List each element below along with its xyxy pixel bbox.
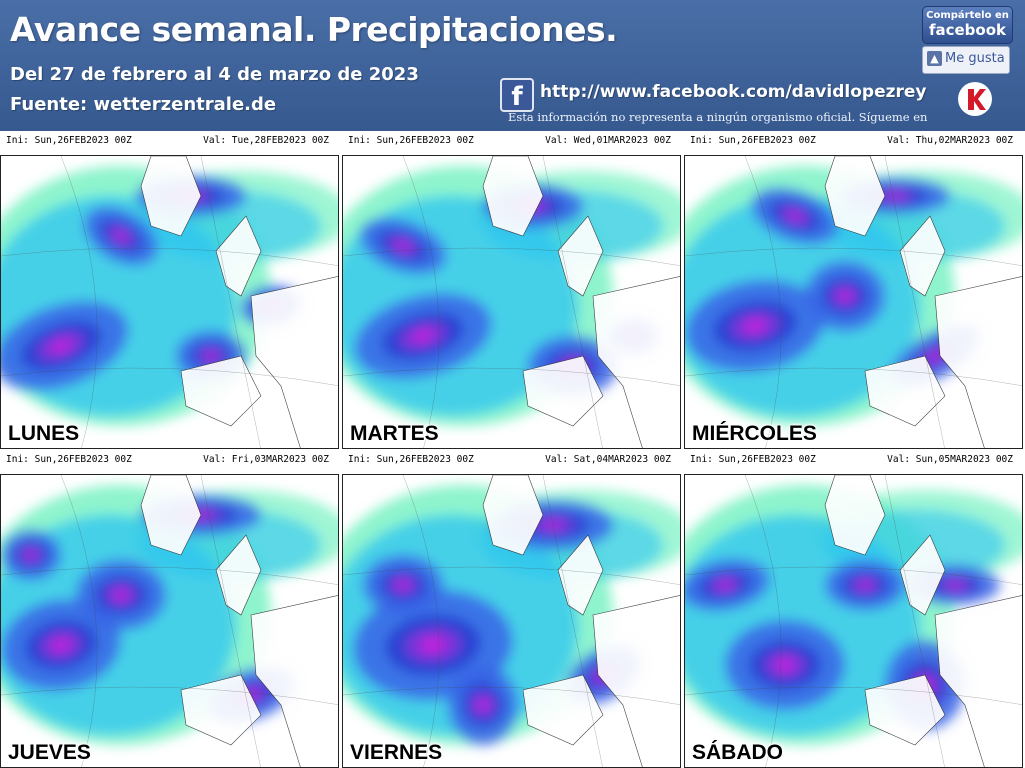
forecast-panel-sabado: Ini: Sun,26FEB2023 00Z Val: Sun,05MAR202… <box>684 450 1025 768</box>
init-time: Ini: Sun,26FEB2023 00Z <box>6 454 132 465</box>
share-facebook-button[interactable]: Compártelo en facebook <box>922 6 1013 44</box>
thumbs-up-icon: ▲ <box>927 51 942 66</box>
precipitation-map: SÁBADO <box>684 474 1023 768</box>
page-title: Avance semanal. Precipitaciones. <box>10 10 618 49</box>
valid-time: Val: Wed,01MAR2023 00Z <box>545 135 671 146</box>
day-label: LUNES <box>8 422 80 445</box>
precipitation-map: LUNES <box>0 155 339 449</box>
author-logo-icon[interactable] <box>958 82 992 116</box>
forecast-panel-lunes: Ini: Sun,26FEB2023 00Z Val: Tue,28FEB202… <box>0 131 341 449</box>
facebook-link[interactable]: http://www.facebook.com/davidlopezrey <box>540 82 927 102</box>
like-label: Me gusta <box>945 51 1005 66</box>
valid-time: Val: Sat,04MAR2023 00Z <box>545 454 671 465</box>
day-label: MIÉRCOLES <box>692 422 817 445</box>
source-text: Fuente: wetterzentrale.de <box>10 94 277 115</box>
init-time: Ini: Sun,26FEB2023 00Z <box>6 135 132 146</box>
precipitation-map: MIÉRCOLES <box>684 155 1023 449</box>
panel-header: Ini: Sun,26FEB2023 00Z Val: Wed,01MAR202… <box>342 131 683 153</box>
precipitation-map: VIERNES <box>342 474 681 768</box>
precipitation-map: MARTES <box>342 155 681 449</box>
panel-header: Ini: Sun,26FEB2023 00Z Val: Fri,03MAR202… <box>0 450 341 472</box>
share-label: Compártelo en <box>926 10 1009 21</box>
date-range: Del 27 de febrero al 4 de marzo de 2023 <box>10 64 419 85</box>
day-label: JUEVES <box>8 741 91 764</box>
panel-header: Ini: Sun,26FEB2023 00Z Val: Tue,28FEB202… <box>0 131 341 153</box>
init-time: Ini: Sun,26FEB2023 00Z <box>690 454 816 465</box>
init-time: Ini: Sun,26FEB2023 00Z <box>348 454 474 465</box>
facebook-wordmark: facebook <box>928 21 1007 39</box>
day-label: VIERNES <box>350 741 443 764</box>
valid-time: Val: Sun,05MAR2023 00Z <box>887 454 1013 465</box>
disclaimer-text: Esta información no representa a ningún … <box>508 110 928 124</box>
valid-time: Val: Fri,03MAR2023 00Z <box>203 454 329 465</box>
forecast-panel-jueves: Ini: Sun,26FEB2023 00Z Val: Fri,03MAR202… <box>0 450 341 768</box>
valid-time: Val: Thu,02MAR2023 00Z <box>887 135 1013 146</box>
init-time: Ini: Sun,26FEB2023 00Z <box>348 135 474 146</box>
facebook-icon[interactable]: f <box>500 78 534 112</box>
forecast-panel-miercoles: Ini: Sun,26FEB2023 00Z Val: Thu,02MAR202… <box>684 131 1025 449</box>
forecast-panel-martes: Ini: Sun,26FEB2023 00Z Val: Wed,01MAR202… <box>342 131 683 449</box>
forecast-panel-viernes: Ini: Sun,26FEB2023 00Z Val: Sat,04MAR202… <box>342 450 683 768</box>
header-banner: Avance semanal. Precipitaciones. Del 27 … <box>0 0 1025 131</box>
like-button[interactable]: ▲ Me gusta <box>922 46 1010 74</box>
panel-header: Ini: Sun,26FEB2023 00Z Val: Sun,05MAR202… <box>684 450 1025 472</box>
panel-header: Ini: Sun,26FEB2023 00Z Val: Thu,02MAR202… <box>684 131 1025 153</box>
panel-header: Ini: Sun,26FEB2023 00Z Val: Sat,04MAR202… <box>342 450 683 472</box>
day-label: SÁBADO <box>692 741 784 764</box>
valid-time: Val: Tue,28FEB2023 00Z <box>203 135 329 146</box>
init-time: Ini: Sun,26FEB2023 00Z <box>690 135 816 146</box>
precipitation-map: JUEVES <box>0 474 339 768</box>
day-label: MARTES <box>350 422 439 445</box>
